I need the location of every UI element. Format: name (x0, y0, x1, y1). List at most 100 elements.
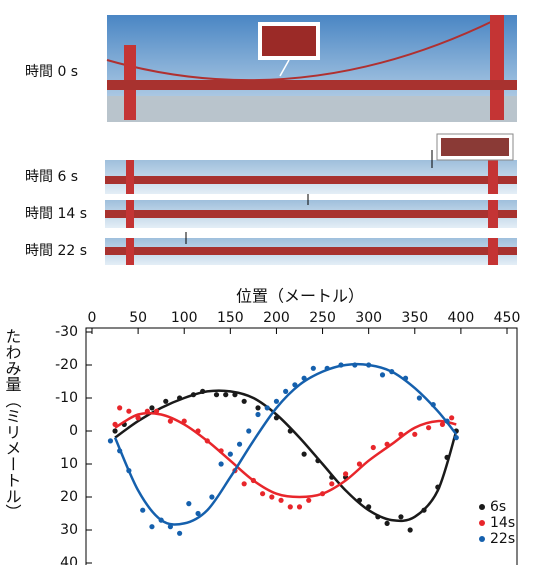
data-point (417, 395, 422, 400)
data-point (242, 481, 247, 486)
data-point (126, 468, 131, 473)
data-point (325, 366, 330, 371)
data-point (403, 376, 408, 381)
y-tick-label: -30 (55, 324, 78, 340)
data-point (154, 409, 159, 414)
data-point (232, 392, 237, 397)
bridge-photo (107, 15, 517, 122)
data-point (136, 415, 141, 420)
x-tick-label: 400 (448, 310, 475, 326)
data-point (163, 399, 168, 404)
data-point (209, 494, 214, 499)
data-point (366, 362, 371, 367)
data-point (288, 504, 293, 509)
data-point (255, 405, 260, 410)
data-point (320, 491, 325, 496)
data-point (177, 531, 182, 536)
y-tick-label: 30 (60, 522, 78, 538)
fit-curve (115, 413, 456, 497)
data-point (145, 409, 150, 414)
data-point (168, 419, 173, 424)
data-point (302, 376, 307, 381)
data-point (375, 514, 380, 519)
data-point (311, 366, 316, 371)
data-point (426, 425, 431, 430)
data-point (315, 458, 320, 463)
data-point (338, 362, 343, 367)
y-tick-label: 0 (69, 423, 78, 439)
data-point (177, 395, 182, 400)
data-point (408, 527, 413, 532)
page: {"photos": [{"label": "時間 0 s"}, {"label… (0, 0, 542, 565)
data-point (251, 478, 256, 483)
data-point (255, 412, 260, 417)
legend-label: 14s (490, 515, 515, 531)
data-point (269, 494, 274, 499)
y-axis-title: たわみ量（ミリメートル） (3, 328, 22, 520)
data-point (431, 402, 436, 407)
data-point (292, 382, 297, 387)
legend-marker (479, 536, 485, 542)
data-point (398, 432, 403, 437)
time-label: 時間 6 s (25, 169, 78, 185)
data-point (126, 409, 131, 414)
data-point (343, 471, 348, 476)
legend-label: 6s (490, 499, 506, 515)
figure: 時間 0 s 時間 6 s 時間 14 s 時間 22 s 位置（メートル） た… (0, 0, 542, 565)
data-point (454, 435, 459, 440)
data-point (283, 389, 288, 394)
data-point (214, 392, 219, 397)
y-tick-label: -20 (55, 357, 78, 373)
time-label: 時間 22 s (25, 243, 87, 259)
data-point (297, 504, 302, 509)
data-point (352, 362, 357, 367)
data-point (385, 521, 390, 526)
data-point (278, 498, 283, 503)
data-point (159, 518, 164, 523)
data-point (223, 392, 228, 397)
x-tick-label: 250 (309, 310, 336, 326)
data-point (371, 445, 376, 450)
data-point (242, 399, 247, 404)
data-point (444, 455, 449, 460)
legend-label: 22s (490, 531, 515, 547)
data-point (389, 369, 394, 374)
data-point (117, 448, 122, 453)
data-point (366, 504, 371, 509)
bridge-strip (105, 194, 517, 228)
data-point (412, 432, 417, 437)
data-point (182, 419, 187, 424)
data-point (274, 399, 279, 404)
x-tick-label: 450 (494, 310, 521, 326)
data-point (168, 524, 173, 529)
data-point (329, 475, 334, 480)
data-point (357, 461, 362, 466)
data-point (329, 481, 334, 486)
data-point (440, 422, 445, 427)
data-point (449, 415, 454, 420)
x-tick-label: 300 (355, 310, 382, 326)
data-point (306, 498, 311, 503)
data-point (265, 405, 270, 410)
data-point (302, 452, 307, 457)
data-point (140, 508, 145, 513)
data-point (435, 485, 440, 490)
x-tick-label: 0 (88, 310, 97, 326)
x-tick-label: 350 (401, 310, 428, 326)
data-point (228, 452, 233, 457)
bridge-strip (105, 232, 517, 265)
data-point (246, 428, 251, 433)
data-point (108, 438, 113, 443)
x-tick-label: 100 (171, 310, 198, 326)
data-point (186, 501, 191, 506)
data-point (149, 524, 154, 529)
data-point (260, 491, 265, 496)
y-tick-label: 40 (60, 555, 78, 565)
y-tick-label: -10 (55, 390, 78, 406)
bridge-strip (105, 134, 517, 194)
data-point (385, 442, 390, 447)
time-label: 時間 0 s (25, 64, 78, 80)
fit-curve (115, 364, 456, 524)
data-point (200, 389, 205, 394)
